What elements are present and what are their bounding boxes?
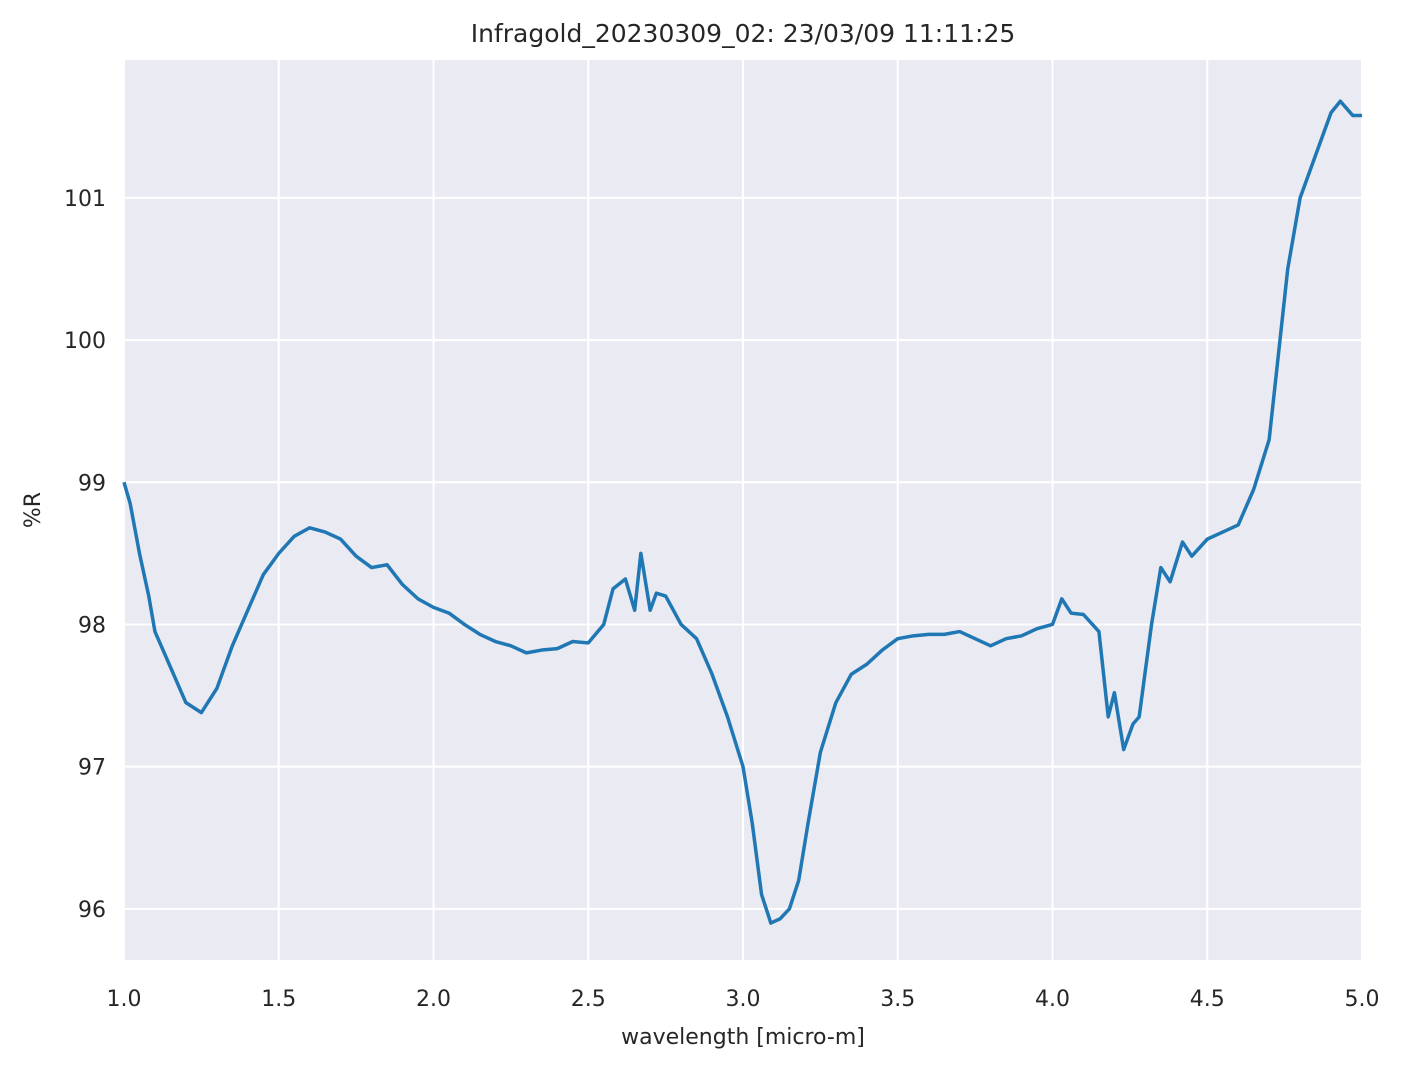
y-axis-label: %R — [21, 492, 46, 528]
x-tick-label: 3.0 — [726, 987, 761, 1012]
data-line — [122, 99, 1362, 925]
y-tick-label: 97 — [78, 756, 106, 781]
y-tick-label: 99 — [78, 471, 106, 496]
x-tick-label: 2.5 — [571, 987, 606, 1012]
x-tick-label: 4.0 — [1035, 987, 1070, 1012]
x-axis-label: wavelength [micro-m] — [621, 1025, 865, 1050]
x-tick-label: 1.0 — [107, 987, 142, 1012]
x-tick-label: 3.5 — [880, 987, 915, 1012]
y-tick-label: 101 — [64, 187, 106, 212]
x-tick-label: 4.5 — [1190, 987, 1225, 1012]
y-tick-label: 100 — [64, 329, 106, 354]
x-tick-label: 2.0 — [416, 987, 451, 1012]
x-tick-label: 5.0 — [1345, 987, 1380, 1012]
y-tick-label: 96 — [78, 898, 106, 923]
chart-title: Infragold_20230309_02: 23/03/09 11:11:25 — [471, 19, 1016, 48]
x-tick-label: 1.5 — [261, 987, 296, 1012]
y-tick-label: 98 — [78, 613, 106, 638]
